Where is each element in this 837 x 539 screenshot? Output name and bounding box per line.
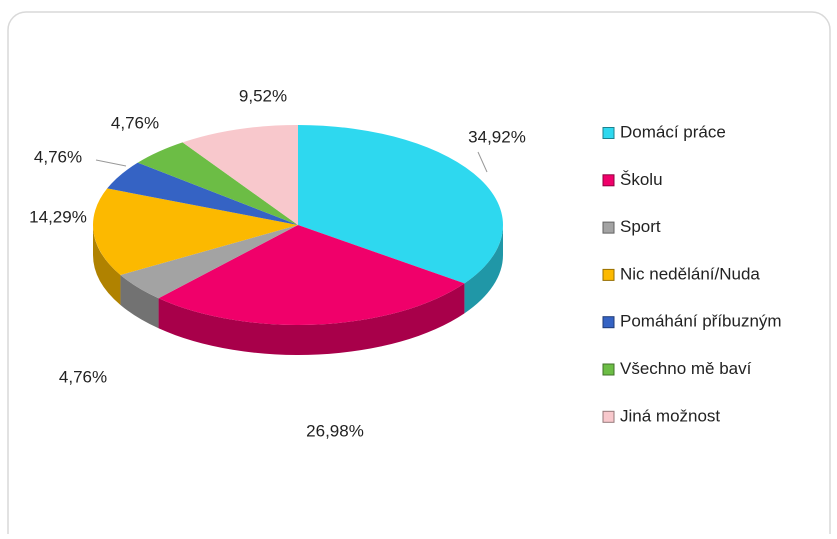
pie-slice-side [93, 225, 121, 305]
legend-label: Pomáhání příbuzným [620, 312, 782, 331]
data-label: 4,76% [59, 367, 107, 386]
legend-swatch [602, 363, 615, 376]
pie-slice-side [464, 225, 503, 314]
pie-slice [182, 125, 298, 225]
data-label: 14,29% [29, 207, 87, 226]
legend-swatch [602, 268, 615, 281]
pie-slice-side [120, 275, 159, 329]
data-label: 9,52% [239, 86, 287, 105]
legend-swatch [602, 127, 615, 139]
data-label: 34,92% [468, 127, 526, 146]
legend-swatch [602, 174, 615, 187]
legend-label: Sport [620, 217, 661, 236]
pie-slice [158, 225, 465, 325]
leader-line [477, 151, 488, 173]
pie-slice-side [158, 283, 465, 355]
pie-slice [107, 162, 298, 225]
pie-slice [298, 125, 503, 284]
leader-line [95, 159, 127, 167]
pie-slice [120, 225, 299, 299]
pie-slice [93, 188, 298, 275]
legend-swatch [602, 316, 615, 329]
legend-swatch [602, 410, 615, 423]
data-label: 26,98% [306, 421, 364, 440]
data-label: 4,76% [34, 147, 82, 166]
legend-label: Domácí práce [620, 122, 726, 141]
legend-label: Všechno mě baví [620, 359, 752, 378]
legend-label: Školu [620, 170, 663, 189]
pie-slice [137, 142, 298, 225]
legend-swatch [602, 221, 615, 234]
legend-label: Nic nedělání/Nuda [620, 264, 760, 283]
legend-label: Jiná možnost [620, 406, 720, 425]
data-label: 4,76% [111, 113, 159, 132]
